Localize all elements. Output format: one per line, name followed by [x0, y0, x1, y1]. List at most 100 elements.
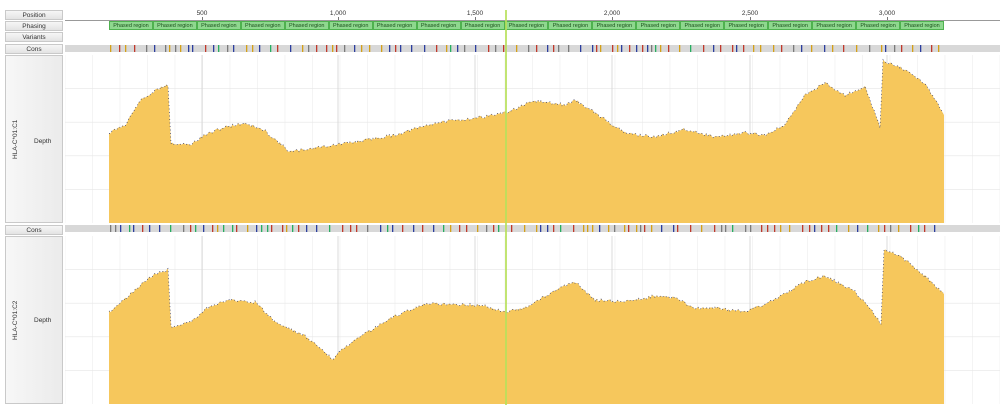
variant-mark [195, 225, 197, 232]
variant-mark [547, 225, 549, 232]
phased-region[interactable]: Phased region [416, 21, 461, 30]
position-ruler[interactable]: 500 1,000 1,500 2,000 2,500 3,000 [65, 10, 1000, 21]
depth-edge [108, 58, 944, 153]
variant-mark [587, 225, 589, 232]
phased-region[interactable]: Phased region [196, 21, 241, 30]
phased-region[interactable]: Phased region [460, 21, 505, 30]
variant-mark [169, 45, 171, 52]
consensus-track-1 [65, 45, 1000, 52]
ruler-tick [750, 17, 751, 20]
ruler-tick [475, 17, 476, 20]
variant-mark [277, 45, 279, 52]
variant-mark [133, 225, 135, 232]
variant-mark [547, 45, 549, 52]
phased-region[interactable]: Phased region [372, 21, 417, 30]
variant-mark [381, 45, 383, 52]
variant-mark [745, 225, 747, 232]
cons-track-label-1: Cons [5, 44, 63, 54]
variant-mark [920, 45, 922, 52]
variant-mark [146, 45, 148, 52]
variant-mark [175, 45, 177, 52]
phased-region[interactable]: Phased region [680, 21, 725, 30]
sample-panel-1: HLA-C*01:C1 Depth [5, 55, 63, 223]
variant-mark [180, 45, 182, 52]
phased-region[interactable]: Phased region [240, 21, 285, 30]
phased-region[interactable]: Phased region [548, 21, 593, 30]
variant-mark [814, 225, 816, 232]
variant-mark [259, 45, 261, 52]
variant-mark [486, 225, 488, 232]
variant-mark [246, 45, 248, 52]
variant-mark [647, 45, 649, 52]
variant-mark [511, 225, 513, 232]
variant-mark [600, 45, 602, 52]
variant-mark [270, 45, 272, 52]
variant-mark [387, 225, 389, 232]
variant-mark [857, 225, 859, 232]
variant-mark [642, 45, 644, 52]
position-track-label: Position [5, 10, 63, 20]
variant-mark [580, 45, 582, 52]
variant-mark [714, 225, 716, 232]
variant-mark [773, 45, 775, 52]
variant-mark [528, 45, 530, 52]
variant-mark [910, 225, 912, 232]
phased-region[interactable]: Phased region [592, 21, 637, 30]
variant-mark [690, 45, 692, 52]
variant-mark [856, 45, 858, 52]
phased-region[interactable]: Phased region [724, 21, 769, 30]
phased-region[interactable]: Phased region [504, 21, 549, 30]
phased-region[interactable]: Phased region [900, 21, 944, 30]
variant-mark [422, 225, 424, 232]
variant-mark [332, 45, 334, 52]
variant-mark [668, 45, 670, 52]
variant-mark [767, 225, 769, 232]
variant-mark [354, 45, 356, 52]
cons-track-label-2: Cons [5, 225, 63, 235]
variant-mark [843, 45, 845, 52]
phased-region[interactable]: Phased region [812, 21, 857, 30]
variant-mark [395, 45, 397, 52]
variant-mark [233, 45, 235, 52]
variants-track-label: Variants [5, 32, 63, 42]
variant-mark [780, 225, 782, 232]
variant-mark [350, 225, 352, 232]
phased-region[interactable]: Phased region [636, 21, 681, 30]
variant-mark [918, 225, 920, 232]
variant-mark [644, 225, 646, 232]
variant-mark [608, 225, 610, 232]
phased-region[interactable]: Phased region [284, 21, 329, 30]
position-cursor[interactable] [505, 10, 507, 405]
variant-mark [824, 45, 826, 52]
variant-mark [433, 225, 435, 232]
ruler-tick-label: 500 [196, 10, 208, 17]
variant-mark [190, 225, 192, 232]
variant-mark [629, 45, 631, 52]
variant-mark [660, 45, 662, 52]
phased-region[interactable]: Phased region [109, 21, 153, 30]
variant-mark [690, 225, 692, 232]
variant-mark [596, 45, 598, 52]
variant-mark [188, 45, 190, 52]
variant-mark [516, 45, 518, 52]
variant-mark [934, 225, 936, 232]
variant-mark [832, 45, 834, 52]
variant-mark [802, 225, 804, 232]
depth-plot-2[interactable] [65, 236, 1000, 404]
variant-mark [192, 45, 194, 52]
variant-mark [640, 225, 642, 232]
variant-mark [400, 45, 402, 52]
variant-mark [110, 45, 112, 52]
depth-plot-1[interactable] [65, 55, 1000, 223]
phased-region[interactable]: Phased region [768, 21, 813, 30]
phased-region[interactable]: Phased region [152, 21, 197, 30]
variant-mark [679, 45, 681, 52]
variant-mark [821, 225, 823, 232]
variant-mark [885, 45, 887, 52]
phased-region[interactable]: Phased region [328, 21, 373, 30]
variant-mark [884, 225, 886, 232]
variant-mark [592, 225, 594, 232]
variant-mark [292, 225, 294, 232]
variant-mark [129, 225, 131, 232]
phased-region[interactable]: Phased region [856, 21, 901, 30]
